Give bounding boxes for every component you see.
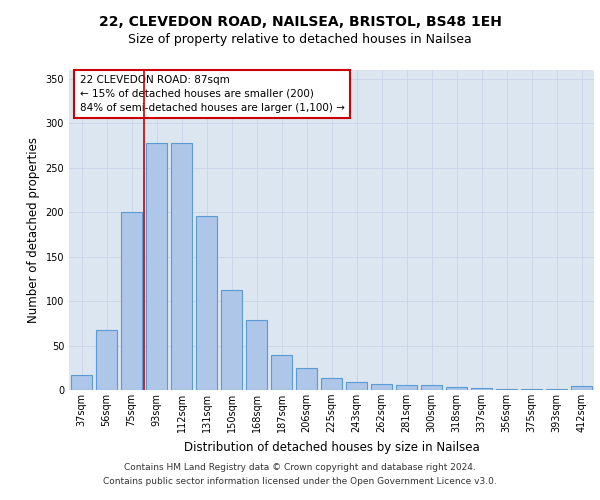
Bar [271,356,292,390]
Bar [496,389,517,390]
Text: 22, CLEVEDON ROAD, NAILSEA, BRISTOL, BS48 1EH: 22, CLEVEDON ROAD, NAILSEA, BRISTOL, BS4… [98,15,502,29]
Text: Size of property relative to detached houses in Nailsea: Size of property relative to detached ho… [128,32,472,46]
Bar [171,143,192,390]
Bar [346,382,367,390]
Text: Contains HM Land Registry data © Crown copyright and database right 2024.: Contains HM Land Registry data © Crown c… [124,464,476,472]
Bar [471,388,492,390]
Bar [221,290,242,390]
Y-axis label: Number of detached properties: Number of detached properties [27,137,40,323]
Bar [546,389,567,390]
Bar [371,384,392,390]
Bar [146,143,167,390]
Bar [96,330,117,390]
Bar [121,212,142,390]
Bar [296,368,317,390]
Bar [246,320,267,390]
Bar [421,384,442,390]
Text: Contains public sector information licensed under the Open Government Licence v3: Contains public sector information licen… [103,477,497,486]
Bar [521,389,542,390]
Text: 22 CLEVEDON ROAD: 87sqm
← 15% of detached houses are smaller (200)
84% of semi-d: 22 CLEVEDON ROAD: 87sqm ← 15% of detache… [79,75,344,113]
Bar [396,384,417,390]
Bar [71,375,92,390]
X-axis label: Distribution of detached houses by size in Nailsea: Distribution of detached houses by size … [184,440,479,454]
Bar [321,378,342,390]
Bar [196,216,217,390]
Bar [446,388,467,390]
Bar [571,386,592,390]
